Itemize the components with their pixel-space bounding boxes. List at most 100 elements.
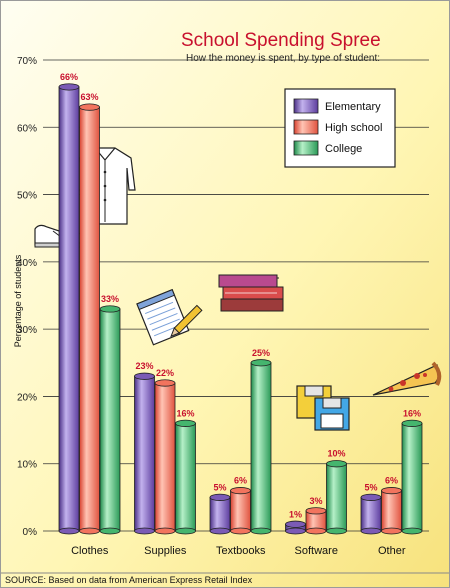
chart-subtitle: How the money is spent, by type of stude… — [186, 53, 380, 64]
bar-cap — [230, 487, 251, 495]
x-tick-label-textbooks: Textbooks — [216, 545, 266, 557]
bar-base — [79, 527, 100, 535]
bar-cap — [326, 460, 347, 468]
bar-cap — [134, 372, 155, 380]
bar-cap — [99, 305, 121, 313]
bar-body — [209, 496, 231, 532]
bar-base — [360, 527, 382, 535]
notepad-pencil-icon — [136, 288, 203, 346]
bar-base — [305, 527, 327, 535]
bar-body — [381, 490, 402, 532]
bar-base — [285, 527, 306, 535]
y-tick-label: 70% — [17, 56, 37, 67]
data-label-textbooks-elementary: 5% — [213, 482, 226, 492]
x-tick-label-clothes: Clothes — [71, 545, 109, 557]
legend-label-high-school: High school — [325, 122, 382, 134]
legend-swatch-college — [293, 140, 319, 156]
data-label-other-college: 16% — [403, 408, 421, 418]
bar-cap — [209, 493, 231, 501]
data-label-textbooks-college: 25% — [252, 348, 270, 358]
bar-body — [360, 496, 382, 532]
data-label-clothes-elementary: 66% — [60, 72, 78, 82]
bar-clothes-high-school — [79, 103, 100, 535]
bar-cap — [381, 487, 402, 495]
bar-cap — [360, 493, 382, 501]
bar-base — [134, 527, 155, 535]
bar-body — [99, 308, 121, 532]
bar-body — [58, 86, 80, 532]
data-label-other-high-school: 6% — [385, 476, 398, 486]
bar-cap — [285, 520, 306, 528]
bar-body — [401, 422, 423, 532]
bar-body — [134, 375, 155, 532]
data-label-supplies-high-school: 22% — [156, 368, 174, 378]
y-tick-label: 50% — [17, 191, 37, 202]
bar-textbooks-college — [250, 359, 272, 535]
data-label-software-high-school: 3% — [309, 496, 322, 506]
legend-swatch-high-school — [293, 119, 319, 135]
data-label-other-elementary: 5% — [364, 482, 377, 492]
bar-software-high-school — [305, 507, 327, 535]
legend-label-college: College — [325, 143, 362, 155]
data-label-software-college: 10% — [327, 449, 345, 459]
bar-body — [326, 463, 347, 532]
y-tick-label: 0% — [23, 527, 38, 538]
floppy-disk-icon — [296, 385, 350, 431]
bar-cap — [175, 419, 196, 427]
bar-base — [58, 527, 80, 535]
bar-body — [175, 422, 196, 532]
bar-textbooks-high-school — [230, 487, 251, 535]
bar-base — [250, 527, 272, 535]
x-tick-label-software: Software — [295, 545, 338, 557]
bars-layer — [58, 83, 423, 535]
bar-other-high-school — [381, 487, 402, 535]
bar-software-elementary — [285, 520, 306, 535]
data-label-supplies-college: 16% — [176, 408, 194, 418]
bar-textbooks-elementary — [209, 493, 231, 535]
y-axis-label: Percentage of students — [13, 254, 23, 347]
bar-base — [99, 527, 121, 535]
bar-cap — [305, 507, 327, 515]
category-labels-layer: Clothes Supplies Textbooks Software Other — [71, 545, 406, 557]
bar-other-college — [401, 419, 423, 535]
bar-body — [230, 490, 251, 532]
y-tick-label: 30% — [17, 325, 37, 336]
chart-title: School Spending Spree — [181, 30, 381, 51]
bar-clothes-college — [99, 305, 121, 535]
pizza-slice-icon — [372, 361, 442, 396]
data-label-supplies-elementary: 23% — [135, 361, 153, 371]
bar-base — [154, 527, 176, 535]
bar-cap — [79, 103, 100, 111]
bar-supplies-elementary — [134, 372, 155, 535]
bar-base — [401, 527, 423, 535]
bar-base — [230, 527, 251, 535]
bar-base — [175, 527, 196, 535]
data-label-clothes-high-school: 63% — [80, 92, 98, 102]
y-tick-label: 40% — [17, 258, 37, 269]
bar-other-elementary — [360, 493, 382, 535]
x-tick-label-other: Other — [378, 545, 406, 557]
bar-base — [209, 527, 231, 535]
bar-supplies-college — [175, 419, 196, 535]
y-axis-ticks: 0% 10% 20% 30% 40% 50% 60% 70% — [17, 56, 37, 538]
bar-clothes-elementary — [58, 83, 80, 535]
y-tick-label: 20% — [17, 392, 37, 403]
bar-cap — [250, 359, 272, 367]
data-label-clothes-college: 33% — [101, 294, 119, 304]
bar-software-college — [326, 460, 347, 535]
source-note: SOURCE: Based on data from American Expr… — [5, 575, 253, 585]
data-label-software-elementary: 1% — [289, 509, 302, 519]
data-label-textbooks-high-school: 6% — [234, 476, 247, 486]
bar-base — [326, 527, 347, 535]
bar-base — [381, 527, 402, 535]
bar-body — [250, 362, 272, 532]
bar-body — [79, 106, 100, 532]
data-labels-layer: 66%63% 33% 23%22% 16% 5% 6% 25% 1% 3% 10% 5% 6% 16% — [60, 72, 421, 519]
bar-cap — [401, 419, 423, 427]
legend-label-elementary: Elementary — [325, 101, 381, 113]
bar-supplies-high-school — [154, 379, 176, 535]
y-tick-label: 60% — [17, 123, 37, 134]
bar-body — [154, 382, 176, 532]
